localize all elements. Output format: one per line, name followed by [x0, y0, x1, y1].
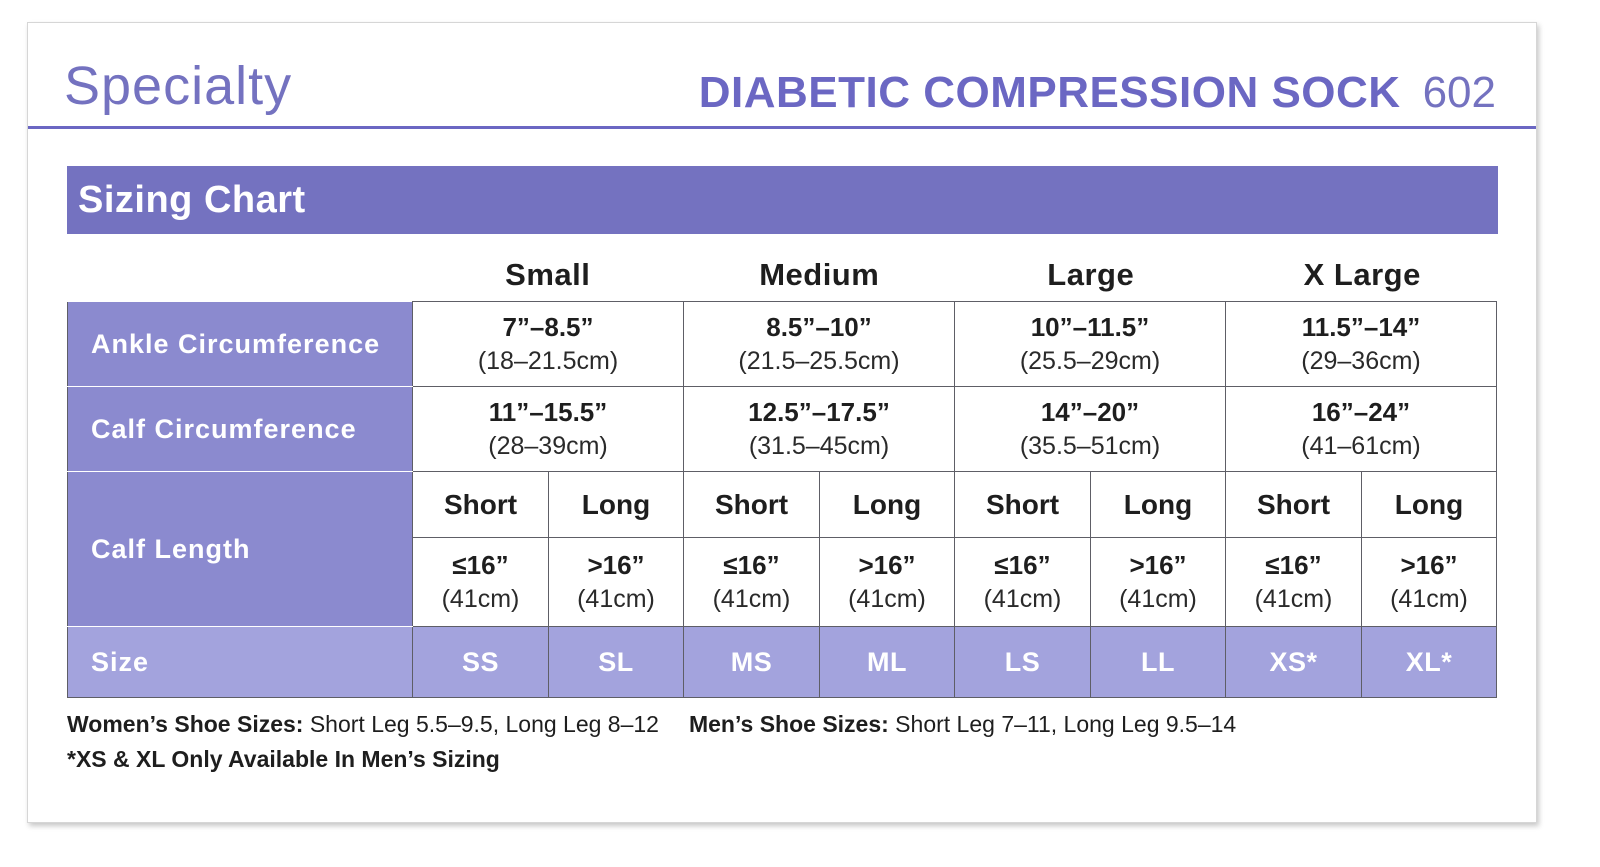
length-large-long-cell: >16” (41cm) — [1090, 537, 1226, 627]
ankle-medium-cell: 8.5”–10” (21.5–25.5cm) — [683, 301, 955, 387]
header-divider — [28, 126, 1536, 129]
length-medium-long-cell: >16” (41cm) — [819, 537, 955, 627]
length-medium-long-head: Long — [819, 471, 955, 538]
ankle-small-in: 7”–8.5” — [502, 312, 594, 342]
length-small-long-cell: >16” (41cm) — [548, 537, 684, 627]
calf-large-cell: 14”–20” (35.5–51cm) — [954, 386, 1226, 472]
length-label: Calf Length — [67, 471, 413, 627]
size-code-xs: XS* — [1225, 626, 1362, 698]
calf-large-in: 14”–20” — [1040, 397, 1140, 427]
size-code-ms: MS — [683, 626, 820, 698]
size-code-ss: SS — [412, 626, 549, 698]
size-code-ml: ML — [819, 626, 955, 698]
calf-xlarge-cell: 16”–24” (41–61cm) — [1225, 386, 1497, 472]
calf-xlarge-in: 16”–24” — [1311, 397, 1411, 427]
womens-shoe-text: Short Leg 5.5–9.5, Long Leg 8–12 — [303, 711, 659, 737]
size-code-ls: LS — [954, 626, 1091, 698]
shoe-size-notes: Women’s Shoe Sizes: Short Leg 5.5–9.5, L… — [67, 707, 1236, 777]
length-long-cm: (41cm) — [1390, 585, 1468, 613]
size-header-small: Small — [505, 257, 591, 292]
chart-banner: Sizing Chart — [67, 166, 1498, 234]
length-short-cm: (41cm) — [983, 585, 1062, 613]
length-long-cm: (41cm) — [848, 585, 926, 613]
length-short-cm: (41cm) — [1254, 585, 1333, 613]
calf-small-in: 11”–15.5” — [488, 397, 608, 427]
calf-small-cell: 11”–15.5” (28–39cm) — [412, 386, 684, 472]
product-name: DIABETIC COMPRESSION SOCK — [698, 68, 1401, 117]
ankle-label: Ankle Circumference — [67, 301, 413, 387]
ankle-medium-in: 8.5”–10” — [766, 312, 872, 342]
size-header-xlarge: X Large — [1303, 257, 1421, 292]
mens-shoe-text: Short Leg 7–11, Long Leg 9.5–14 — [888, 711, 1237, 737]
length-xlarge-short-cell: ≤16” (41cm) — [1225, 537, 1362, 627]
length-medium-short-head: Short — [683, 471, 820, 538]
length-small-short-head: Short — [412, 471, 549, 538]
brand-title: Specialty — [64, 56, 293, 116]
length-large-long-head: Long — [1090, 471, 1226, 538]
sizing-table: Ankle Circumference 7”–8.5” (18–21.5cm) … — [67, 301, 1497, 698]
length-short-cm: (41cm) — [712, 585, 791, 613]
mens-shoe-label: Men’s Shoe Sizes: — [688, 711, 889, 737]
ankle-large-cell: 10”–11.5” (25.5–29cm) — [954, 301, 1226, 387]
length-long-in: >16” — [1400, 550, 1458, 580]
availability-footnote: *XS & XL Only Available In Men’s Sizing — [67, 746, 500, 772]
chart-title: Sizing Chart — [78, 178, 306, 221]
length-long-in: >16” — [587, 550, 645, 580]
ankle-xlarge-cell: 11.5”–14” (29–36cm) — [1225, 301, 1497, 387]
ankle-large-cm: (25.5–29cm) — [1019, 347, 1161, 375]
length-xlarge-long-head: Long — [1361, 471, 1497, 538]
length-large-short-head: Short — [954, 471, 1091, 538]
size-code-row: Size SS SL MS ML LS LL XS* XL* — [67, 626, 1497, 698]
size-header-large: Large — [1047, 257, 1135, 292]
ankle-small-cm: (18–21.5cm) — [477, 347, 619, 375]
length-short-in: ≤16” — [723, 550, 780, 580]
length-small-long-head: Long — [548, 471, 684, 538]
length-values-row: ≤16” (41cm) >16” (41cm) ≤16” (41cm) >16”… — [68, 537, 1497, 627]
calf-medium-in: 12.5”–17.5” — [748, 397, 890, 427]
length-short-in: ≤16” — [1265, 550, 1322, 580]
length-short-in: ≤16” — [994, 550, 1051, 580]
calf-large-cm: (35.5–51cm) — [1019, 432, 1161, 460]
calf-xlarge-cm: (41–61cm) — [1301, 432, 1421, 460]
length-xlarge-long-cell: >16” (41cm) — [1361, 537, 1497, 627]
size-header-medium: Medium — [759, 257, 880, 292]
length-small-short-cell: ≤16” (41cm) — [412, 537, 549, 627]
calf-label: Calf Circumference — [67, 386, 413, 472]
length-large-short-cell: ≤16” (41cm) — [954, 537, 1091, 627]
ankle-xlarge-cm: (29–36cm) — [1301, 347, 1421, 375]
ankle-medium-cm: (21.5–25.5cm) — [738, 347, 900, 375]
length-long-in: >16” — [858, 550, 916, 580]
ankle-large-in: 10”–11.5” — [1030, 312, 1150, 342]
product-heading: DIABETIC COMPRESSION SOCK 602 — [699, 71, 1496, 115]
sizing-card: Specialty DIABETIC COMPRESSION SOCK 602 S… — [27, 22, 1537, 823]
size-code-ll: LL — [1090, 626, 1226, 698]
length-subheader-row: Calf Length Short Long Short Long Short … — [67, 471, 1497, 627]
size-code-xl: XL* — [1361, 626, 1497, 698]
length-short-in: ≤16” — [452, 550, 509, 580]
calf-medium-cm: (31.5–45cm) — [748, 432, 890, 460]
length-long-cm: (41cm) — [577, 585, 655, 613]
length-long-cm: (41cm) — [1119, 585, 1197, 613]
length-xlarge-short-head: Short — [1225, 471, 1362, 538]
calf-small-cm: (28–39cm) — [488, 432, 608, 460]
length-short-cm: (41cm) — [441, 585, 520, 613]
ankle-xlarge-in: 11.5”–14” — [1301, 312, 1421, 342]
ankle-row: Ankle Circumference 7”–8.5” (18–21.5cm) … — [67, 301, 1497, 387]
length-medium-short-cell: ≤16” (41cm) — [683, 537, 820, 627]
womens-shoe-label: Women’s Shoe Sizes: — [67, 711, 304, 737]
length-long-in: >16” — [1129, 550, 1187, 580]
calf-medium-cell: 12.5”–17.5” (31.5–45cm) — [683, 386, 955, 472]
ankle-small-cell: 7”–8.5” (18–21.5cm) — [412, 301, 684, 387]
size-column-headers: Small Medium Large X Large — [412, 248, 1498, 302]
size-label: Size — [67, 626, 413, 698]
shoe-size-line: Women’s Shoe Sizes: Short Leg 5.5–9.5, L… — [67, 707, 1236, 742]
calf-row: Calf Circumference 11”–15.5” (28–39cm) 1… — [67, 386, 1497, 472]
size-code-sl: SL — [548, 626, 684, 698]
product-code: 602 — [1422, 68, 1496, 117]
